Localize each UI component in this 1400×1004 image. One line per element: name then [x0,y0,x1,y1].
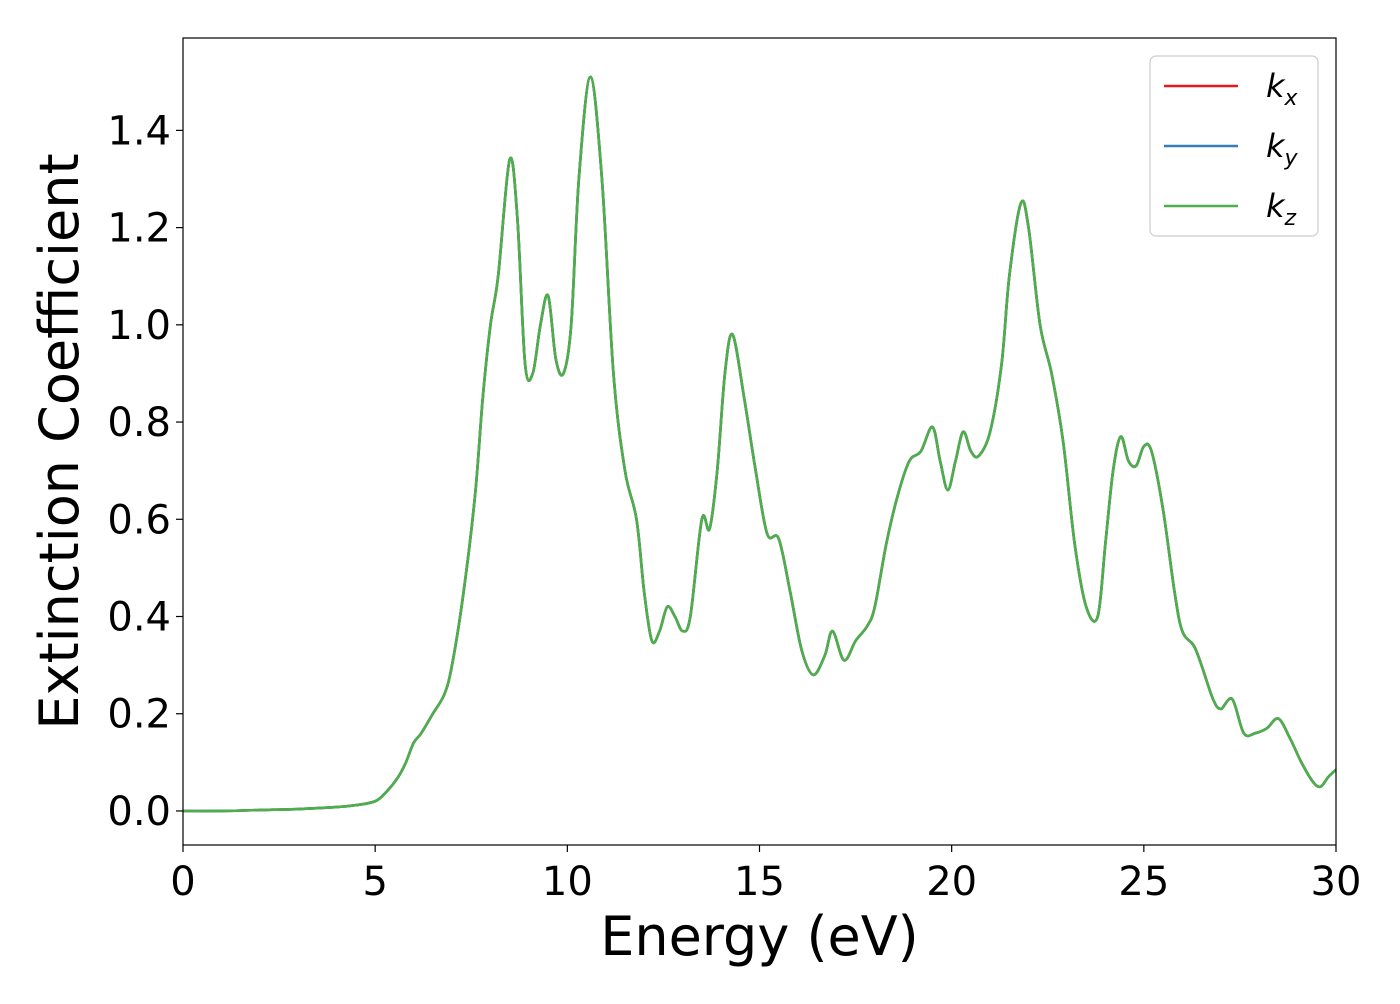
legend-label-main: k [1266,67,1286,105]
x-axis-ticks: 0 5 10 15 20 25 30 [170,845,1361,905]
legend-label-subscript: y [1284,146,1299,171]
y-axis-title: Extinction Coefficient [28,153,91,729]
y-tick-label: 0.0 [107,789,171,835]
legend-label-kx: kx [1266,67,1299,111]
y-axis-ticks: 0.0 0.2 0.4 0.6 0.8 1.0 1.2 1.4 [107,108,183,835]
x-axis-title: Energy (eV) [600,905,919,968]
x-tick-label: 25 [1118,859,1169,905]
y-tick-label: 0.2 [107,692,171,738]
legend-label-ky: ky [1266,127,1299,171]
series-layer [183,75,1336,813]
legend-label-subscript: x [1284,86,1299,111]
x-tick-label: 30 [1311,859,1362,905]
y-tick-label: 0.6 [107,497,171,543]
y-tick-label: 1.4 [107,108,171,154]
series-line-kz [183,75,1336,813]
legend-label-main: k [1266,187,1286,225]
x-tick-label: 10 [542,859,593,905]
legend-label-subscript: z [1284,206,1297,231]
legend-label-main: k [1266,127,1286,165]
y-tick-label: 0.4 [107,595,171,641]
y-tick-label: 0.8 [107,400,171,446]
y-tick-label: 1.2 [107,206,171,252]
x-tick-label: 15 [734,859,785,905]
x-tick-label: 20 [926,859,977,905]
x-tick-label: 5 [362,859,387,905]
y-tick-label: 1.0 [107,303,171,349]
legend-label-kz: kz [1266,187,1297,231]
x-tick-label: 0 [170,859,195,905]
